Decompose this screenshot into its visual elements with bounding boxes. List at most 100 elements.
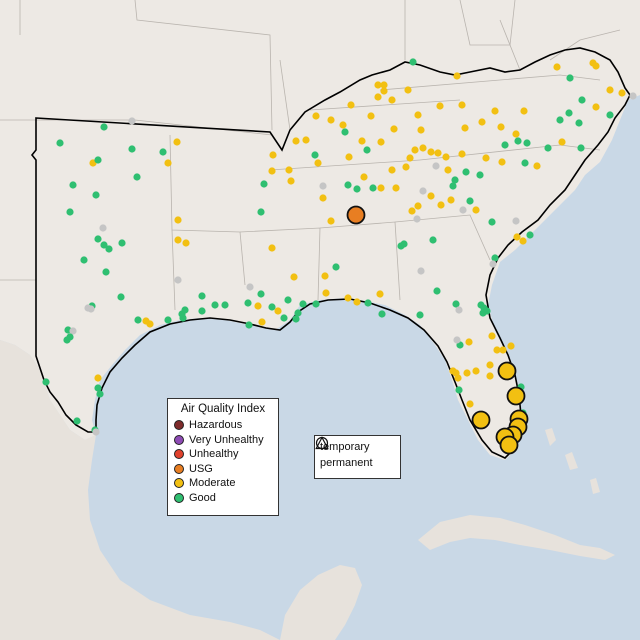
station-marker[interactable] bbox=[182, 239, 190, 247]
station-marker[interactable] bbox=[179, 314, 187, 322]
station-marker[interactable] bbox=[589, 59, 597, 67]
station-marker[interactable] bbox=[311, 151, 319, 159]
station-marker[interactable] bbox=[380, 81, 388, 89]
station-marker[interactable] bbox=[458, 150, 466, 158]
station-marker[interactable] bbox=[369, 184, 377, 192]
station-marker[interactable] bbox=[404, 86, 412, 94]
station-marker[interactable] bbox=[341, 128, 349, 136]
station-marker[interactable] bbox=[411, 146, 419, 154]
station-marker[interactable] bbox=[501, 141, 509, 149]
station-marker[interactable] bbox=[198, 307, 206, 315]
station-marker[interactable] bbox=[402, 163, 410, 171]
station-marker[interactable] bbox=[299, 300, 307, 308]
station-marker[interactable] bbox=[380, 87, 388, 95]
station-marker[interactable] bbox=[377, 138, 385, 146]
station-marker[interactable] bbox=[321, 272, 329, 280]
station-marker[interactable] bbox=[363, 146, 371, 154]
station-marker[interactable] bbox=[459, 206, 467, 214]
station-marker[interactable] bbox=[294, 309, 302, 317]
station-marker[interactable] bbox=[565, 109, 573, 117]
station-marker[interactable] bbox=[287, 177, 295, 185]
station-marker[interactable] bbox=[436, 102, 444, 110]
station-marker[interactable] bbox=[105, 245, 113, 253]
station-marker[interactable] bbox=[312, 300, 320, 308]
station-marker[interactable] bbox=[134, 316, 142, 324]
station-marker[interactable] bbox=[69, 327, 77, 335]
station-marker[interactable] bbox=[128, 117, 136, 125]
station-marker[interactable] bbox=[314, 159, 322, 167]
station-marker[interactable] bbox=[417, 126, 425, 134]
station-marker[interactable] bbox=[472, 367, 480, 375]
station-marker[interactable] bbox=[465, 338, 473, 346]
station-marker[interactable] bbox=[432, 162, 440, 170]
station-marker[interactable] bbox=[353, 298, 361, 306]
station-marker[interactable] bbox=[493, 346, 501, 354]
station-marker[interactable] bbox=[117, 293, 125, 301]
station-marker[interactable] bbox=[526, 231, 534, 239]
station-marker[interactable] bbox=[491, 254, 499, 262]
station-marker[interactable] bbox=[92, 191, 100, 199]
station-marker[interactable] bbox=[268, 303, 276, 311]
station-marker[interactable] bbox=[408, 207, 416, 215]
station-marker[interactable] bbox=[164, 159, 172, 167]
station-marker[interactable] bbox=[376, 290, 384, 298]
station-marker[interactable] bbox=[257, 208, 265, 216]
station-marker[interactable] bbox=[73, 417, 81, 425]
station-marker[interactable] bbox=[100, 123, 108, 131]
station-marker[interactable] bbox=[498, 158, 506, 166]
station-marker-highlighted[interactable] bbox=[499, 435, 519, 455]
station-marker[interactable] bbox=[553, 63, 561, 71]
station-marker[interactable] bbox=[454, 374, 462, 382]
station-marker[interactable] bbox=[449, 367, 457, 375]
station-marker-highlighted[interactable] bbox=[506, 386, 526, 406]
station-marker[interactable] bbox=[606, 86, 614, 94]
station-marker[interactable] bbox=[429, 236, 437, 244]
station-marker[interactable] bbox=[42, 378, 50, 386]
station-marker[interactable] bbox=[455, 306, 463, 314]
station-marker[interactable] bbox=[80, 256, 88, 264]
station-marker[interactable] bbox=[274, 307, 282, 315]
station-marker[interactable] bbox=[292, 315, 300, 323]
station-marker[interactable] bbox=[246, 283, 254, 291]
station-marker[interactable] bbox=[269, 151, 277, 159]
station-marker[interactable] bbox=[519, 237, 527, 245]
station-marker[interactable] bbox=[513, 233, 521, 241]
station-marker[interactable] bbox=[433, 287, 441, 295]
station-marker[interactable] bbox=[388, 96, 396, 104]
station-marker[interactable] bbox=[319, 194, 327, 202]
station-marker[interactable] bbox=[345, 153, 353, 161]
station-marker[interactable] bbox=[245, 321, 253, 329]
station-marker[interactable] bbox=[353, 185, 361, 193]
station-marker[interactable] bbox=[489, 260, 497, 268]
station-marker[interactable] bbox=[198, 292, 206, 300]
station-marker[interactable] bbox=[523, 139, 531, 147]
station-marker[interactable] bbox=[94, 374, 102, 382]
station-marker-highlighted[interactable] bbox=[346, 205, 366, 225]
station-marker[interactable] bbox=[491, 107, 499, 115]
station-marker[interactable] bbox=[92, 428, 100, 436]
station-marker[interactable] bbox=[347, 101, 355, 109]
station-marker[interactable] bbox=[374, 81, 382, 89]
station-marker-highlighted[interactable] bbox=[471, 410, 491, 430]
station-marker[interactable] bbox=[451, 176, 459, 184]
station-marker[interactable] bbox=[512, 130, 520, 138]
station-marker[interactable] bbox=[417, 267, 425, 275]
station-marker[interactable] bbox=[482, 154, 490, 162]
station-marker[interactable] bbox=[416, 311, 424, 319]
station-marker[interactable] bbox=[419, 144, 427, 152]
station-marker[interactable] bbox=[414, 111, 422, 119]
station-marker[interactable] bbox=[244, 299, 252, 307]
station-marker[interactable] bbox=[390, 125, 398, 133]
station-marker[interactable] bbox=[260, 180, 268, 188]
station-marker[interactable] bbox=[444, 166, 452, 174]
station-marker[interactable] bbox=[455, 386, 463, 394]
station-marker[interactable] bbox=[575, 119, 583, 127]
station-marker[interactable] bbox=[292, 137, 300, 145]
station-marker[interactable] bbox=[268, 244, 276, 252]
station-marker[interactable] bbox=[409, 58, 417, 66]
station-marker[interactable] bbox=[257, 290, 265, 298]
station-marker[interactable] bbox=[339, 121, 347, 129]
station-marker[interactable] bbox=[476, 171, 484, 179]
station-marker[interactable] bbox=[514, 137, 522, 145]
station-marker[interactable] bbox=[512, 217, 520, 225]
